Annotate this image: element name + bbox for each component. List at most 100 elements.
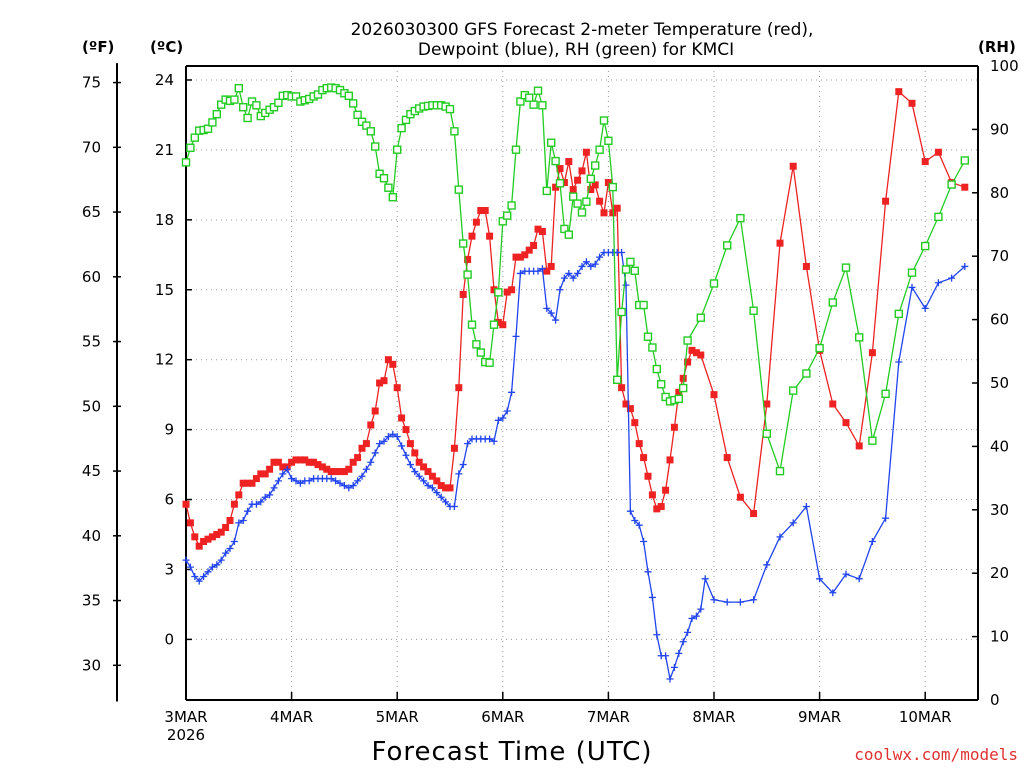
rh-point (709, 279, 719, 288)
rh-point (208, 118, 217, 127)
rh-point (855, 333, 864, 342)
rh-point (344, 91, 353, 100)
dewpoint-point (556, 286, 564, 294)
fahrenheit-tick-label: 45 (82, 462, 101, 480)
dewpoint-point (428, 484, 436, 492)
rh-point (291, 92, 301, 101)
dewpoint-point (371, 449, 379, 457)
temperature-point (252, 475, 260, 483)
temperature-point (442, 484, 450, 492)
temperature-point (552, 183, 560, 191)
temperature-point (327, 468, 335, 476)
temperature-point (376, 379, 384, 387)
rh-point (313, 90, 323, 99)
temperature-point (195, 542, 203, 550)
temperature-point (389, 360, 397, 368)
temperature-point (446, 484, 454, 492)
credit-text: coolwx.com/models (854, 745, 1018, 764)
temperature-point (921, 158, 929, 166)
celsius-unit-label: (ºC) (150, 38, 183, 56)
rh-point (591, 161, 600, 170)
x-tick-label: 9MAR (798, 708, 841, 726)
rh-point (723, 241, 732, 250)
temperature-point (908, 99, 916, 107)
dewpoint-point (217, 556, 225, 564)
temperature-point (582, 148, 590, 156)
rh-point (467, 320, 477, 329)
dewpoint-point (266, 491, 274, 499)
fahrenheit-tick-label: 50 (82, 397, 101, 415)
temperature-point (508, 286, 516, 294)
temperature-point (270, 458, 278, 466)
rh-point (216, 100, 226, 109)
temperature-point (345, 465, 353, 473)
rh-point (749, 306, 758, 315)
rh-point (529, 100, 538, 109)
rh-point (542, 186, 551, 196)
dewpoint-point (816, 575, 824, 583)
rh-point (388, 193, 397, 202)
dewpoint-point (670, 663, 678, 671)
rh-point (503, 211, 512, 220)
fahrenheit-tick-label: 35 (82, 592, 101, 610)
temperature-point (499, 321, 507, 329)
dewpoint-point (455, 470, 463, 478)
temperature-point (521, 251, 529, 259)
rh-point (639, 300, 648, 310)
temperature-point (697, 351, 705, 359)
dewpoint-point (204, 568, 212, 576)
temperature-point (398, 414, 406, 422)
dewpoint-point (367, 458, 375, 466)
rh-tick-label: 30 (990, 501, 1009, 519)
dewpoint-line (185, 251, 966, 682)
fahrenheit-tick-label: 65 (82, 203, 101, 221)
rh-point (485, 358, 494, 367)
axes: 30 35 40 45 50 55 60 65 70 75 0 3 6 9 12 15 18 21 24 0 10 20 3… (82, 57, 1019, 744)
rh-point (212, 109, 222, 119)
fahrenheit-tick-label: 40 (82, 527, 101, 545)
dewpoint-point (499, 414, 507, 422)
temperature-point (472, 218, 480, 226)
dewpoint-point (679, 638, 687, 646)
dewpoint-point (459, 461, 467, 469)
temperature-point (613, 204, 621, 212)
rh-point (577, 208, 587, 217)
dewpoint-point (349, 482, 357, 490)
dewpoint-point (235, 519, 243, 527)
temperature-point (653, 505, 661, 513)
x-tick-label: 3MAR (164, 708, 207, 726)
temperature-point (266, 465, 274, 473)
rh-point (683, 336, 692, 345)
rh-point (894, 309, 903, 319)
dewpoint-point (296, 479, 304, 487)
temperature-point (380, 377, 388, 385)
temperature-point (384, 356, 392, 364)
dewpoint-point (283, 465, 291, 473)
dewpoint-point (486, 435, 494, 443)
temperature-point (393, 384, 401, 392)
temperature-point (631, 419, 639, 427)
rh-point (599, 116, 609, 125)
dewpoint-point (406, 461, 414, 469)
celsius-tick-label: 21 (155, 141, 174, 159)
temperature-point (538, 227, 546, 235)
temperature-point (961, 183, 969, 191)
rh-point (384, 183, 393, 192)
temperature-point (560, 179, 568, 187)
temperature-point (512, 253, 520, 261)
rh-point (679, 383, 688, 393)
temperature-point (186, 519, 194, 527)
rh-point (401, 115, 411, 125)
fahrenheit-tick-label: 60 (82, 268, 101, 286)
temperature-point (776, 239, 784, 247)
rh-point (661, 392, 670, 402)
rh-tick-label: 90 (990, 120, 1009, 138)
temperature-point (587, 186, 595, 194)
dewpoint-point (222, 549, 230, 557)
dewpoint-point (380, 437, 388, 445)
temperature-point (684, 358, 692, 366)
rh-point (393, 145, 402, 154)
dewpoint-point (239, 517, 247, 525)
temperature-point (204, 535, 212, 543)
rh-point (560, 224, 569, 234)
